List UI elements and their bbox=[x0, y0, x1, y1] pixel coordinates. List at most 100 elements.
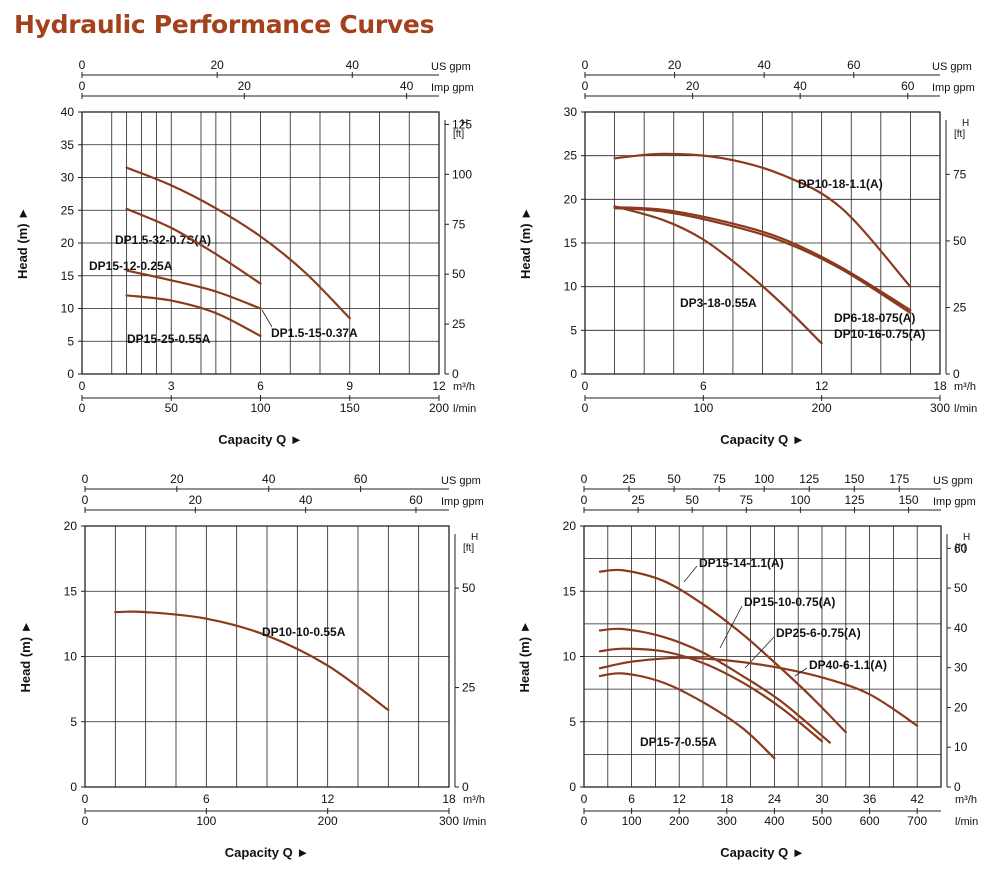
series-label: DP1.5-15-0.37A bbox=[271, 326, 358, 340]
impgpm-axis-unit: Imp gpm bbox=[933, 496, 976, 508]
x-tick-label: 3 bbox=[168, 379, 175, 393]
series-label: DP40-6-1.1(A) bbox=[809, 658, 887, 672]
impgpm-tick-label: 150 bbox=[899, 493, 919, 507]
ft-tick-label: 10 bbox=[954, 740, 968, 754]
lmin-tick-label: 300 bbox=[717, 814, 737, 828]
lmin-tick-label: 200 bbox=[429, 401, 449, 415]
series-line bbox=[613, 207, 912, 314]
usgpm-axis-unit: US gpm bbox=[431, 61, 471, 73]
x-tick-label: 0 bbox=[79, 379, 86, 393]
series-label: DP10-10-0.55A bbox=[262, 625, 346, 639]
series-label: DP6-18-075(A) bbox=[834, 311, 915, 325]
y-tick-label: 10 bbox=[563, 650, 577, 664]
usgpm-tick-label: 100 bbox=[754, 472, 774, 486]
label-leader bbox=[261, 309, 273, 328]
impgpm-tick-label: 20 bbox=[189, 493, 203, 507]
impgpm-tick-label: 25 bbox=[631, 493, 645, 507]
x-tick-label: 18 bbox=[933, 379, 947, 393]
lmin-tick-label: 100 bbox=[622, 814, 642, 828]
series-label: DP3-18-0.55A bbox=[680, 296, 757, 310]
lmin-axis-unit: l/min bbox=[453, 403, 476, 415]
lmin-tick-label: 300 bbox=[439, 814, 459, 828]
series-label: DP15-12-0.25A bbox=[89, 259, 173, 273]
usgpm-tick-label: 0 bbox=[79, 58, 86, 72]
impgpm-tick-label: 0 bbox=[82, 493, 89, 507]
ft-tick-label: 75 bbox=[953, 167, 967, 181]
x-tick-label: 12 bbox=[815, 379, 829, 393]
label-leader bbox=[683, 565, 698, 583]
label-leader bbox=[719, 605, 743, 649]
lmin-tick-label: 100 bbox=[693, 401, 713, 415]
impgpm-tick-label: 0 bbox=[79, 79, 86, 93]
series-line bbox=[125, 166, 351, 320]
page-title: Hydraulic Performance Curves bbox=[14, 10, 435, 39]
series-line bbox=[598, 672, 776, 760]
y-tick-label: 35 bbox=[61, 138, 75, 152]
x-axis-unit: m³/h bbox=[954, 381, 976, 393]
x-tick-label: 6 bbox=[700, 379, 707, 393]
usgpm-tick-label: 175 bbox=[889, 472, 909, 486]
usgpm-tick-label: 20 bbox=[668, 58, 682, 72]
series-line bbox=[598, 656, 919, 727]
ft-tick-label: 25 bbox=[452, 317, 466, 331]
y-tick-label: 20 bbox=[64, 519, 78, 533]
series-label: DP10-18-1.1(A) bbox=[798, 177, 883, 191]
x-axis-unit: m³/h bbox=[453, 381, 475, 393]
impgpm-axis-unit: Imp gpm bbox=[932, 82, 975, 94]
x-tick-label: 0 bbox=[582, 379, 589, 393]
chart-2: 0 5 10 15 20 25 30 Head (m) ► 0 25 50 75 H[ft] 0 6 12 18… bbox=[518, 58, 977, 447]
series-line bbox=[125, 207, 262, 285]
x-axis-label: Capacity Q ► bbox=[225, 845, 309, 860]
ft-axis-unit2: [ft] bbox=[954, 129, 965, 140]
lmin-tick-label: 200 bbox=[669, 814, 689, 828]
lmin-tick-label: 0 bbox=[581, 814, 588, 828]
x-tick-label: 12 bbox=[432, 379, 446, 393]
ft-tick-label: 50 bbox=[462, 581, 476, 595]
x-tick-label: 36 bbox=[863, 792, 877, 806]
x-axis-label: Capacity Q ► bbox=[218, 432, 302, 447]
ft-tick-label: 75 bbox=[452, 217, 466, 231]
y-tick-label: 30 bbox=[564, 105, 578, 119]
usgpm-tick-label: 25 bbox=[622, 472, 636, 486]
y-tick-label: 0 bbox=[569, 780, 576, 794]
y-tick-label: 20 bbox=[563, 519, 577, 533]
x-tick-label: 24 bbox=[768, 792, 782, 806]
lmin-tick-label: 0 bbox=[582, 401, 589, 415]
ft-axis-unit: H bbox=[962, 118, 969, 129]
usgpm-tick-label: 125 bbox=[799, 472, 819, 486]
impgpm-tick-label: 75 bbox=[740, 493, 754, 507]
series-label: DP25-6-0.75(A) bbox=[776, 626, 861, 640]
usgpm-axis-unit: US gpm bbox=[933, 475, 973, 487]
series-line bbox=[114, 610, 390, 712]
y-tick-label: 25 bbox=[564, 149, 578, 163]
ft-axis-unit2: [ft] bbox=[453, 129, 464, 140]
ft-tick-label: 20 bbox=[954, 700, 968, 714]
impgpm-tick-label: 20 bbox=[686, 79, 700, 93]
x-axis-label: Capacity Q ► bbox=[720, 432, 804, 447]
y-tick-label: 0 bbox=[570, 367, 577, 381]
impgpm-tick-label: 50 bbox=[686, 493, 700, 507]
lmin-tick-label: 200 bbox=[318, 814, 338, 828]
x-tick-label: 0 bbox=[581, 792, 588, 806]
y-tick-label: 5 bbox=[569, 715, 576, 729]
y-tick-label: 30 bbox=[61, 171, 75, 185]
chart-4: 0 5 10 15 20 Head (m) ► 0 10 20 30 40 50 60H[ft] 0 6 12… bbox=[517, 472, 978, 860]
y-tick-label: 0 bbox=[70, 780, 77, 794]
lmin-tick-label: 50 bbox=[165, 401, 179, 415]
lmin-axis-unit: l/min bbox=[955, 816, 978, 828]
impgpm-tick-label: 20 bbox=[238, 79, 252, 93]
y-tick-label: 15 bbox=[563, 584, 577, 598]
ft-tick-label: 125 bbox=[452, 117, 472, 131]
y-axis-label: Head (m) ► bbox=[517, 620, 532, 692]
impgpm-tick-label: 40 bbox=[299, 493, 313, 507]
ft-tick-label: 60 bbox=[954, 541, 968, 555]
x-tick-label: 30 bbox=[815, 792, 829, 806]
x-tick-label: 12 bbox=[673, 792, 687, 806]
x-axis-unit: m³/h bbox=[463, 794, 485, 806]
lmin-tick-label: 100 bbox=[250, 401, 270, 415]
series-line bbox=[125, 294, 262, 338]
y-axis-label: Head (m) ► bbox=[518, 207, 533, 279]
series-line bbox=[613, 152, 912, 288]
